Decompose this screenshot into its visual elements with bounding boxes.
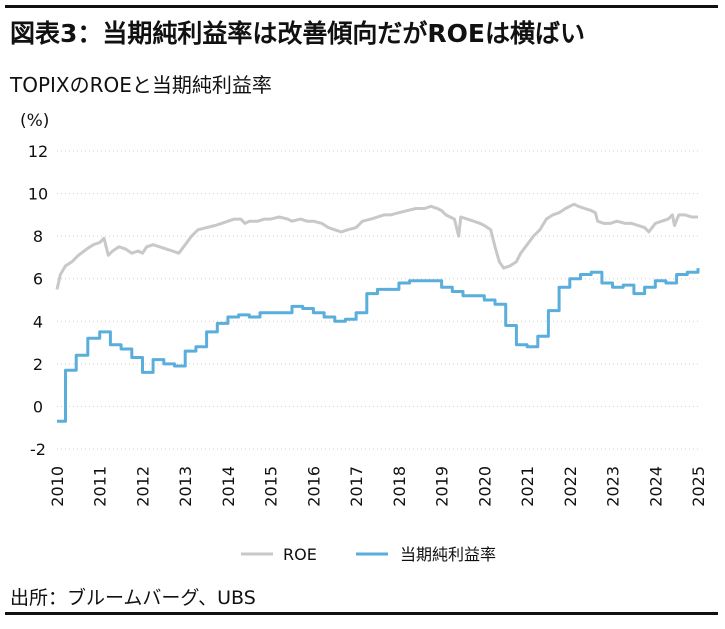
- margin-series-line: [57, 268, 700, 423]
- x-tick-label: 2015: [262, 466, 281, 507]
- series-lines: [55, 202, 700, 423]
- x-tick-label: 2024: [646, 466, 665, 507]
- x-tick-label: 2016: [304, 466, 323, 507]
- y-tick-label: 12: [28, 142, 48, 161]
- x-tick-labels: 2010 2011 2012 2013 2014 2015 2016 2017 2018 2019…: [48, 466, 708, 507]
- x-tick-label: 2013: [176, 466, 195, 507]
- source-note: 出所：ブルームバーグ、UBS: [10, 587, 256, 609]
- x-tick-label: 2012: [133, 466, 152, 507]
- x-tick-label: 2022: [561, 466, 580, 507]
- gridlines: [57, 150, 698, 450]
- y-tick-label: 0: [33, 397, 43, 416]
- line-chart: (%) -2 0 2 4 6 8 10 12 2010 2011 2012 2013 2014 2015…: [20, 111, 708, 564]
- y-tick-label: 2: [33, 355, 43, 374]
- y-tick-label: 8: [33, 227, 43, 246]
- x-tick-label: 2010: [48, 466, 67, 507]
- x-tick-label: 2018: [390, 466, 409, 507]
- x-tick-label: 2014: [219, 466, 238, 507]
- x-tick-label: 2020: [475, 466, 494, 507]
- y-tick-label: 10: [28, 185, 48, 204]
- y-tick-label: -2: [30, 440, 46, 459]
- y-tick-labels: -2 0 2 4 6 8 10 12: [28, 142, 48, 459]
- x-tick-label: 2021: [518, 466, 537, 507]
- y-tick-label: 6: [33, 270, 43, 289]
- x-tick-label: 2025: [689, 466, 708, 507]
- top-rule: [5, 5, 718, 8]
- y-axis-label: (%): [20, 111, 49, 131]
- x-tick-label: 2011: [91, 466, 110, 507]
- bottom-rule: [5, 612, 718, 615]
- roe-series-line: [55, 202, 698, 290]
- figure-title: 図表3：当期純利益率は改善傾向だがROEは横ばい: [10, 19, 585, 48]
- y-tick-label: 4: [33, 312, 43, 331]
- x-tick-label: 2023: [604, 466, 623, 507]
- legend-margin-label: 当期純利益率: [400, 545, 496, 564]
- chart-title: TOPIXのROEと当期純利益率: [10, 73, 272, 97]
- legend-roe-label: ROE: [283, 545, 317, 564]
- x-tick-label: 2019: [433, 466, 452, 507]
- legend: ROE 当期純利益率: [241, 545, 496, 564]
- x-tick-label: 2017: [347, 466, 366, 507]
